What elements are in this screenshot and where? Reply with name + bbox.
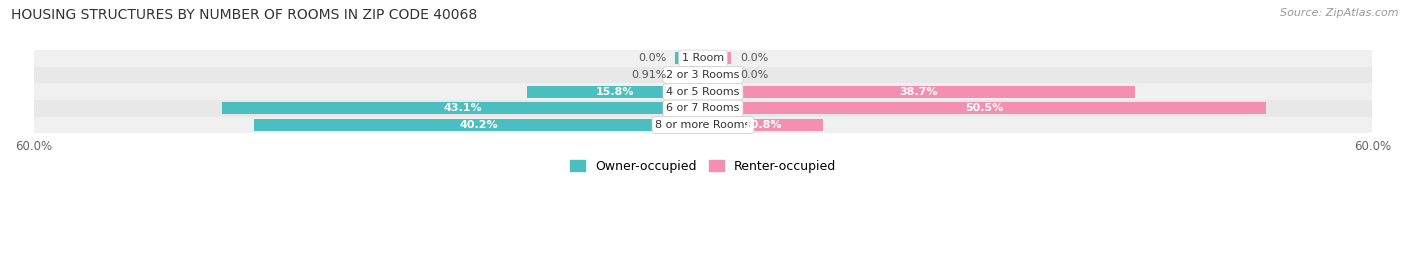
Text: Source: ZipAtlas.com: Source: ZipAtlas.com: [1281, 8, 1399, 18]
Bar: [703, 52, 731, 65]
Bar: [254, 119, 703, 131]
Bar: [703, 86, 1135, 98]
Bar: [34, 100, 1372, 117]
Bar: [34, 83, 1372, 100]
Bar: [675, 69, 703, 81]
Text: 10.8%: 10.8%: [744, 120, 783, 130]
Bar: [703, 69, 731, 81]
Text: 4 or 5 Rooms: 4 or 5 Rooms: [666, 87, 740, 97]
Text: 43.1%: 43.1%: [443, 103, 482, 113]
Text: HOUSING STRUCTURES BY NUMBER OF ROOMS IN ZIP CODE 40068: HOUSING STRUCTURES BY NUMBER OF ROOMS IN…: [11, 8, 478, 22]
Bar: [703, 119, 824, 131]
Text: 2 or 3 Rooms: 2 or 3 Rooms: [666, 70, 740, 80]
Text: 15.8%: 15.8%: [596, 87, 634, 97]
Bar: [222, 102, 703, 114]
Text: 40.2%: 40.2%: [460, 120, 498, 130]
Text: 0.91%: 0.91%: [631, 70, 666, 80]
Text: 0.0%: 0.0%: [740, 53, 768, 63]
Text: 38.7%: 38.7%: [900, 87, 938, 97]
Bar: [34, 67, 1372, 83]
Bar: [703, 102, 1267, 114]
Bar: [675, 52, 703, 65]
Legend: Owner-occupied, Renter-occupied: Owner-occupied, Renter-occupied: [569, 160, 837, 173]
Bar: [527, 86, 703, 98]
Text: 0.0%: 0.0%: [638, 53, 666, 63]
Text: 6 or 7 Rooms: 6 or 7 Rooms: [666, 103, 740, 113]
Bar: [34, 50, 1372, 67]
Text: 50.5%: 50.5%: [966, 103, 1004, 113]
Text: 1 Room: 1 Room: [682, 53, 724, 63]
Text: 0.0%: 0.0%: [740, 70, 768, 80]
Bar: [34, 117, 1372, 133]
Text: 8 or more Rooms: 8 or more Rooms: [655, 120, 751, 130]
